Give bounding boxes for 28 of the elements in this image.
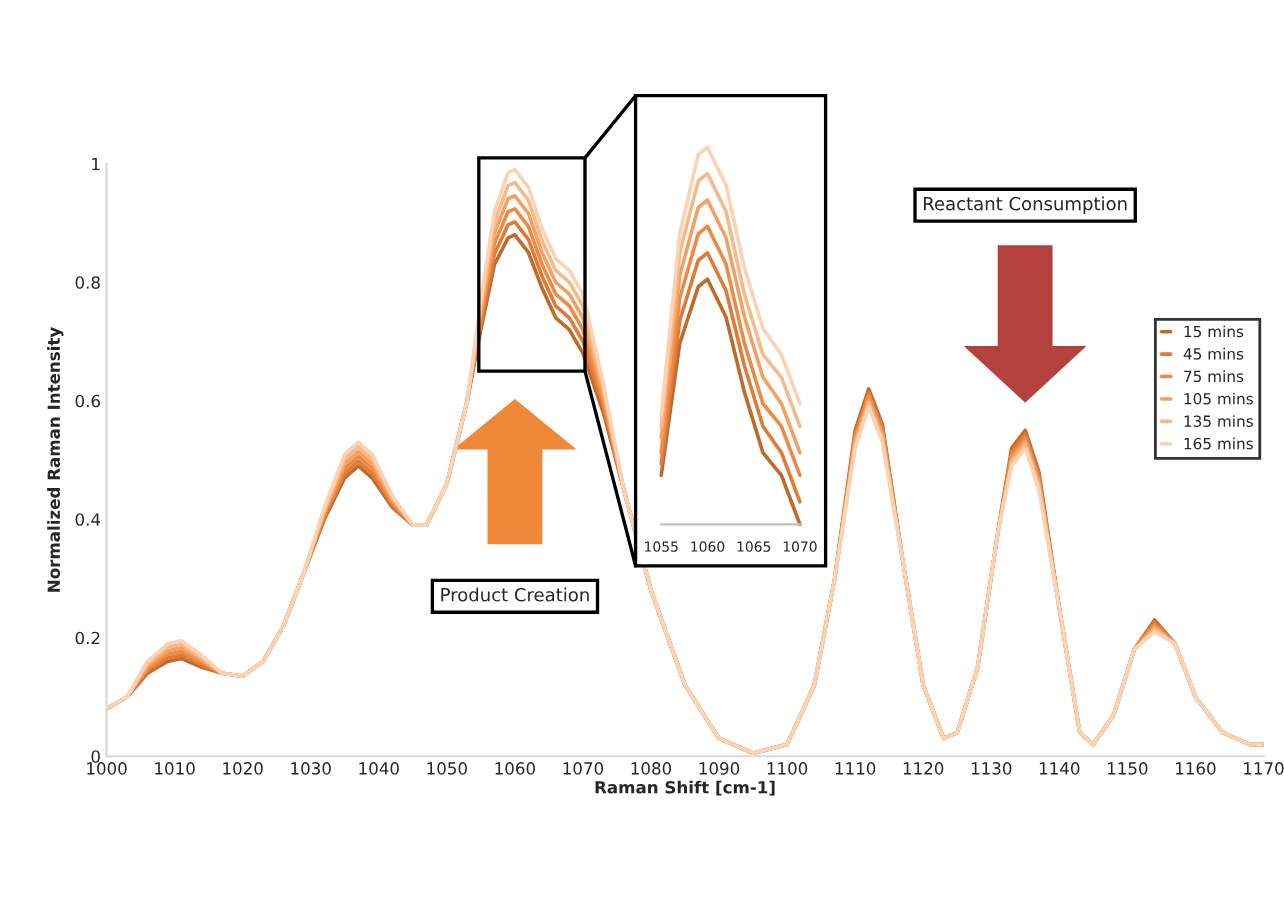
x-tick-label: 1110 (835, 762, 876, 775)
x-tick-label: 1160 (1176, 762, 1216, 775)
x-tick-label: 1060 (495, 762, 535, 775)
x-tick-label: 1120 (903, 762, 944, 775)
x-tick-label: 1080 (631, 762, 672, 775)
x-tick-label: 1170 (1244, 762, 1284, 775)
y-tick-label: 0 (91, 750, 100, 763)
y-tick-label: 0.8 (75, 276, 100, 289)
x-tick-label: 1070 (563, 762, 604, 775)
x-tick-label: 1040 (359, 762, 399, 775)
annotation: Reactant Consumption (924, 196, 1127, 214)
y-tick-label: 0.6 (75, 394, 100, 408)
annotation: Product Creation (441, 587, 589, 602)
x-tick-label: 1150 (1107, 762, 1148, 775)
x-tick-label: 1030 (291, 762, 331, 775)
x-tick-label: 1140 (1039, 762, 1080, 775)
x-tick-label: 1100 (767, 762, 808, 775)
x-tick-label: 1090 (699, 762, 740, 775)
x-axis-title: Raman Shift [cm-1] (595, 780, 775, 796)
y-tick-label: 0.2 (75, 631, 100, 645)
x-tick-label: 1020 (223, 762, 263, 775)
x-tick-label: 1000 (87, 762, 127, 775)
x-tick-label: 1050 (427, 762, 467, 775)
y-tick-label: 0.4 (75, 513, 101, 526)
x-tick-label: 1010 (155, 762, 195, 775)
y-axis-title: Normalized Raman Intensity (47, 327, 64, 592)
x-tick-label: 1130 (971, 762, 1012, 775)
y-tick-label: 1 (92, 157, 100, 171)
